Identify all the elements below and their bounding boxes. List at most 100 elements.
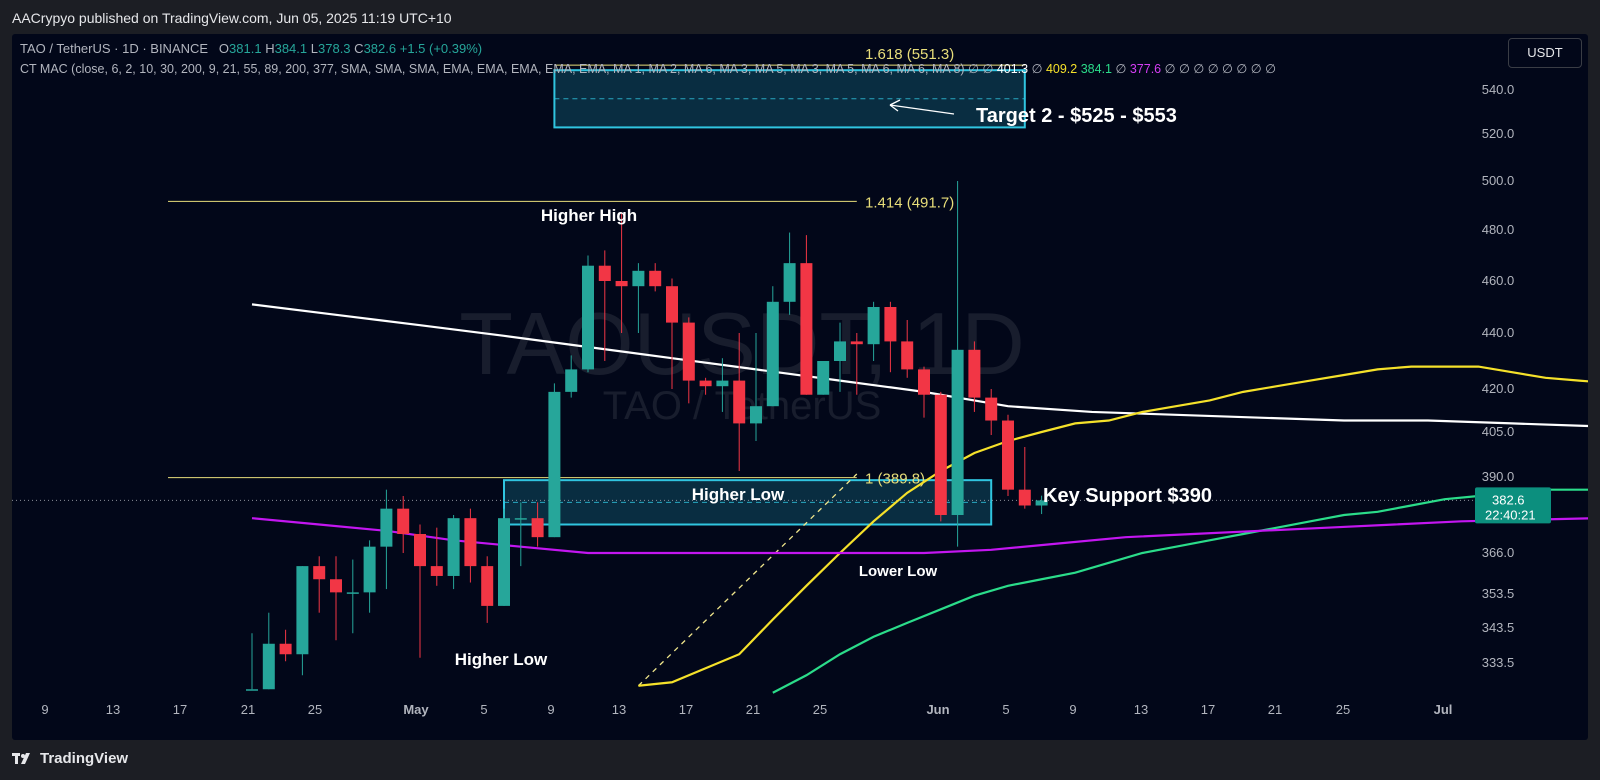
candle-body[interactable] [682,322,695,381]
annotation-label-2[interactable]: Higher Low [455,650,548,669]
trend-line[interactable] [637,473,858,687]
time-tick-label: Jun [926,702,949,717]
fib-label-0: 1.618 (551.3) [865,46,954,63]
zones-layer [503,69,1026,526]
current-price-box[interactable] [1475,487,1551,524]
price-tick-label: 420.0 [1482,381,1515,396]
candle-body[interactable] [262,643,275,690]
candle-body[interactable] [330,579,342,593]
candle-body[interactable] [766,301,779,407]
candle-body[interactable] [430,566,443,576]
time-tick-label: 21 [241,702,255,717]
candle-body[interactable] [313,566,326,580]
price-tick-label: 460.0 [1482,273,1515,288]
candle-body[interactable] [514,518,527,520]
ohlc-low: 378.3 [318,41,351,56]
candle-body[interactable] [884,307,897,342]
moving-averages-layer [251,303,1588,694]
candle-body[interactable] [1035,500,1048,506]
publisher-text: AACrypyo published on TradingView.com, J… [12,10,452,26]
ohlc-high: 384.1 [274,41,308,56]
candle-body[interactable] [985,397,998,421]
candle-body[interactable] [246,689,258,691]
ohlc-open-label: O [218,41,230,56]
candle-body[interactable] [582,265,594,370]
candle-body[interactable] [649,270,662,287]
annotation-label-5[interactable]: Key Support $390 [1043,485,1212,507]
candle-body[interactable] [615,281,628,287]
candle-body[interactable] [901,341,914,370]
candle-body[interactable] [598,265,611,281]
time-tick-label: 21 [746,702,760,717]
candle-body[interactable] [531,518,544,538]
candle-body[interactable] [1002,420,1014,490]
candle-body[interactable] [1018,489,1031,506]
watermark-main: TAOUSDT, 1D [459,294,1025,393]
price-tick-label: 366.0 [1482,545,1515,560]
annotation-label-3[interactable]: Higher Low [692,485,785,504]
price-tick-label: 520.0 [1482,126,1515,141]
candle-body[interactable] [783,263,796,302]
ohlc-close-label: C [354,41,364,56]
time-tick-label: 21 [1268,702,1282,717]
candle-body[interactable] [296,566,309,655]
ohlc-low-label: L [310,41,318,56]
candle-body[interactable] [666,286,678,323]
price-axis: 540.0 520.0 500.0 480.0 460.0 440.0 420.0 405.0… [1475,82,1551,670]
candle-body[interactable] [968,349,981,398]
time-tick-label: 25 [308,702,322,717]
candle-body[interactable] [733,380,746,424]
candle-body[interactable] [498,518,510,606]
ma-magenta-line[interactable] [251,516,1588,555]
candle-body[interactable] [716,380,729,387]
annotation-label-1[interactable]: Higher High [541,206,637,225]
time-tick-label: 9 [547,702,554,717]
candle-body[interactable] [548,391,561,538]
tradingview-logo[interactable]: TradingView [12,750,128,767]
symbol-name[interactable]: TAO / TetherUS · 1D · BINANCE [20,41,209,56]
annotation-label-4[interactable]: Lower Low [859,563,938,580]
candle-body[interactable] [632,270,645,287]
ma-green-line[interactable] [772,488,1588,694]
price-tick-label: 500.0 [1482,173,1515,188]
candle-body[interactable] [380,508,393,547]
candle-body[interactable] [565,369,578,392]
candle-body[interactable] [279,643,292,655]
candle-body[interactable] [363,546,376,593]
candle-body[interactable] [850,341,863,345]
candle-body[interactable] [951,349,964,515]
fib-layer: 1.618 (551.3) 1.414 (491.7) 1 (389.8) [12,46,1476,687]
time-tick-label: 9 [1069,702,1076,717]
time-tick-label: 25 [813,702,827,717]
price-tick-label: 333.5 [1482,655,1515,670]
candle-body[interactable] [817,361,830,395]
candle-body[interactable] [481,566,494,606]
candle-body[interactable] [414,534,426,567]
publisher-bar: AACrypyo published on TradingView.com, J… [0,0,1600,34]
footer-bar: TradingView [0,740,1600,780]
indicator-null-values: ∅ ∅ [968,62,994,76]
candle-body[interactable] [800,263,813,395]
candle-body[interactable] [867,307,880,345]
candle-body[interactable] [934,394,947,515]
candle-body[interactable] [346,592,359,594]
tradingview-brand: TradingView [40,750,129,767]
price-tick-label: 540.0 [1482,82,1515,97]
indicator-legend[interactable]: CT MAC (close, 6, 2, 10, 30, 200, 9, 21,… [20,62,1277,76]
candle-body[interactable] [834,341,846,361]
currency-button[interactable]: USDT [1508,38,1582,68]
indicator-name[interactable]: CT MAC (close, 6, 2, 10, 30, 200, 9, 21,… [20,62,965,76]
countdown-timer: 22:40:21 [1485,507,1536,522]
candle-body[interactable] [397,508,410,534]
chart-area[interactable]: TAOUSDT, 1D TAO / TetherUS 1.618 (551.3) 1… [12,34,1588,740]
current-price-value: 382.6 [1492,492,1525,507]
symbol-legend[interactable]: TAO / TetherUS · 1D · BINANCE O381.1 H38… [20,41,482,56]
tradingview-icon [12,752,30,764]
candle-body[interactable] [750,406,762,424]
annotation-label-0[interactable]: Target 2 - $525 - $553 [976,105,1177,127]
candle-body[interactable] [918,369,930,395]
candle-body[interactable] [464,518,477,567]
candle-body[interactable] [699,380,712,387]
candle-body[interactable] [447,518,460,576]
